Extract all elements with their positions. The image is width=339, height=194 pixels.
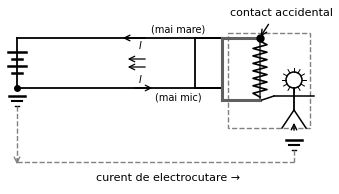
Text: curent de electrocutare →: curent de electrocutare → xyxy=(96,173,240,183)
Text: contact accidental: contact accidental xyxy=(231,8,334,18)
Text: I: I xyxy=(139,41,141,51)
Text: (mai mic): (mai mic) xyxy=(155,92,201,102)
Text: (mai mare): (mai mare) xyxy=(151,24,205,34)
Bar xyxy=(228,33,310,128)
Text: I: I xyxy=(139,75,141,85)
